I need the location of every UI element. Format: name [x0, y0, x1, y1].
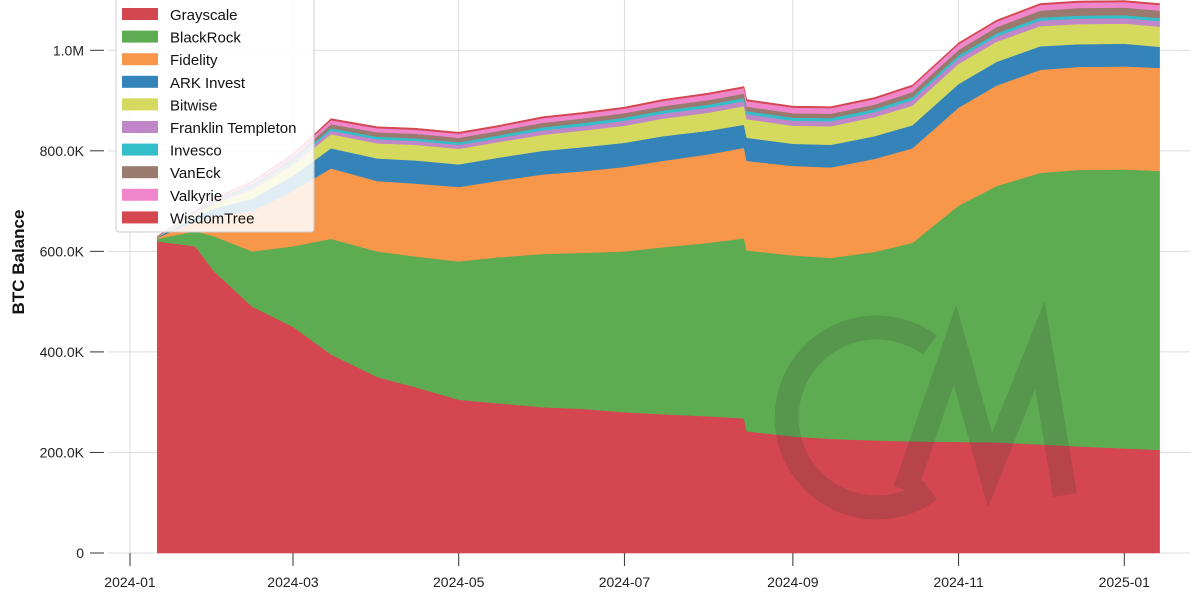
watermark-logo: [774, 300, 1077, 520]
legend-swatch-franklin-templeton: [122, 121, 158, 133]
watermark-logo-c: [774, 315, 938, 520]
y-axis-label: BTC Balance: [9, 210, 28, 315]
legend-label-blackrock: BlackRock: [170, 30, 241, 47]
x-tick-label: 2024-07: [599, 574, 651, 590]
area-wisdomtree: [156, 0, 1160, 237]
legend-label-valkyrie: Valkyrie: [170, 188, 222, 205]
x-tick-label: 2024-01: [104, 574, 156, 590]
y-tick-label: 800.0K: [40, 143, 85, 159]
legend-swatch-grayscale: [122, 8, 158, 20]
legend-label-franklin-templeton: Franklin Templeton: [170, 120, 296, 137]
y-tick-label: 400.0K: [40, 344, 85, 360]
x-tick-label: 2024-11: [933, 574, 984, 590]
legend-swatch-bitwise: [122, 98, 158, 111]
legend-swatch-wisdomtree: [122, 211, 158, 224]
stacked-areas: [156, 0, 1160, 554]
legend-label-fidelity: Fidelity: [170, 52, 218, 69]
legend-label-grayscale: Grayscale: [170, 7, 238, 24]
watermark-logo-m: [893, 300, 1077, 508]
legend-label-invesco: Invesco: [170, 143, 222, 160]
legend-label-vaneck: VanEck: [170, 165, 221, 182]
legend-swatch-ark-invest: [122, 75, 158, 88]
y-tick-label: 200.0K: [40, 444, 85, 460]
legend-box: [115, 0, 315, 233]
legend: Grayscale BlackRock Fidelity ARK Invest Bitw…: [115, 0, 315, 233]
legend-swatch-fidelity: [122, 53, 158, 66]
legend-swatch-vaneck: [122, 166, 158, 179]
legend-label-bitwise: Bitwise: [170, 97, 218, 114]
y-tick-label: 0: [76, 545, 84, 561]
x-tick-label: 2024-03: [267, 574, 319, 590]
legend-label-wisdomtree: WisdomTree: [170, 210, 254, 227]
y-tick-label: 600.0K: [40, 243, 85, 259]
legend-swatch-valkyrie: [122, 188, 158, 201]
legend-label-ark-invest: ARK Invest: [170, 75, 246, 92]
legend-swatch-invesco: [122, 143, 158, 156]
legend-swatch-blackrock: [122, 30, 158, 43]
x-tick-label: 2024-09: [767, 574, 819, 590]
x-tick-label: 2024-05: [433, 574, 485, 590]
axes: BTC Balance 0 200.0K 400.0K 600.0K 800.0K 1.0…: [9, 42, 1150, 590]
x-tick-label: 2025-01: [1099, 574, 1151, 590]
y-tick-label: 1.0M: [53, 42, 84, 58]
